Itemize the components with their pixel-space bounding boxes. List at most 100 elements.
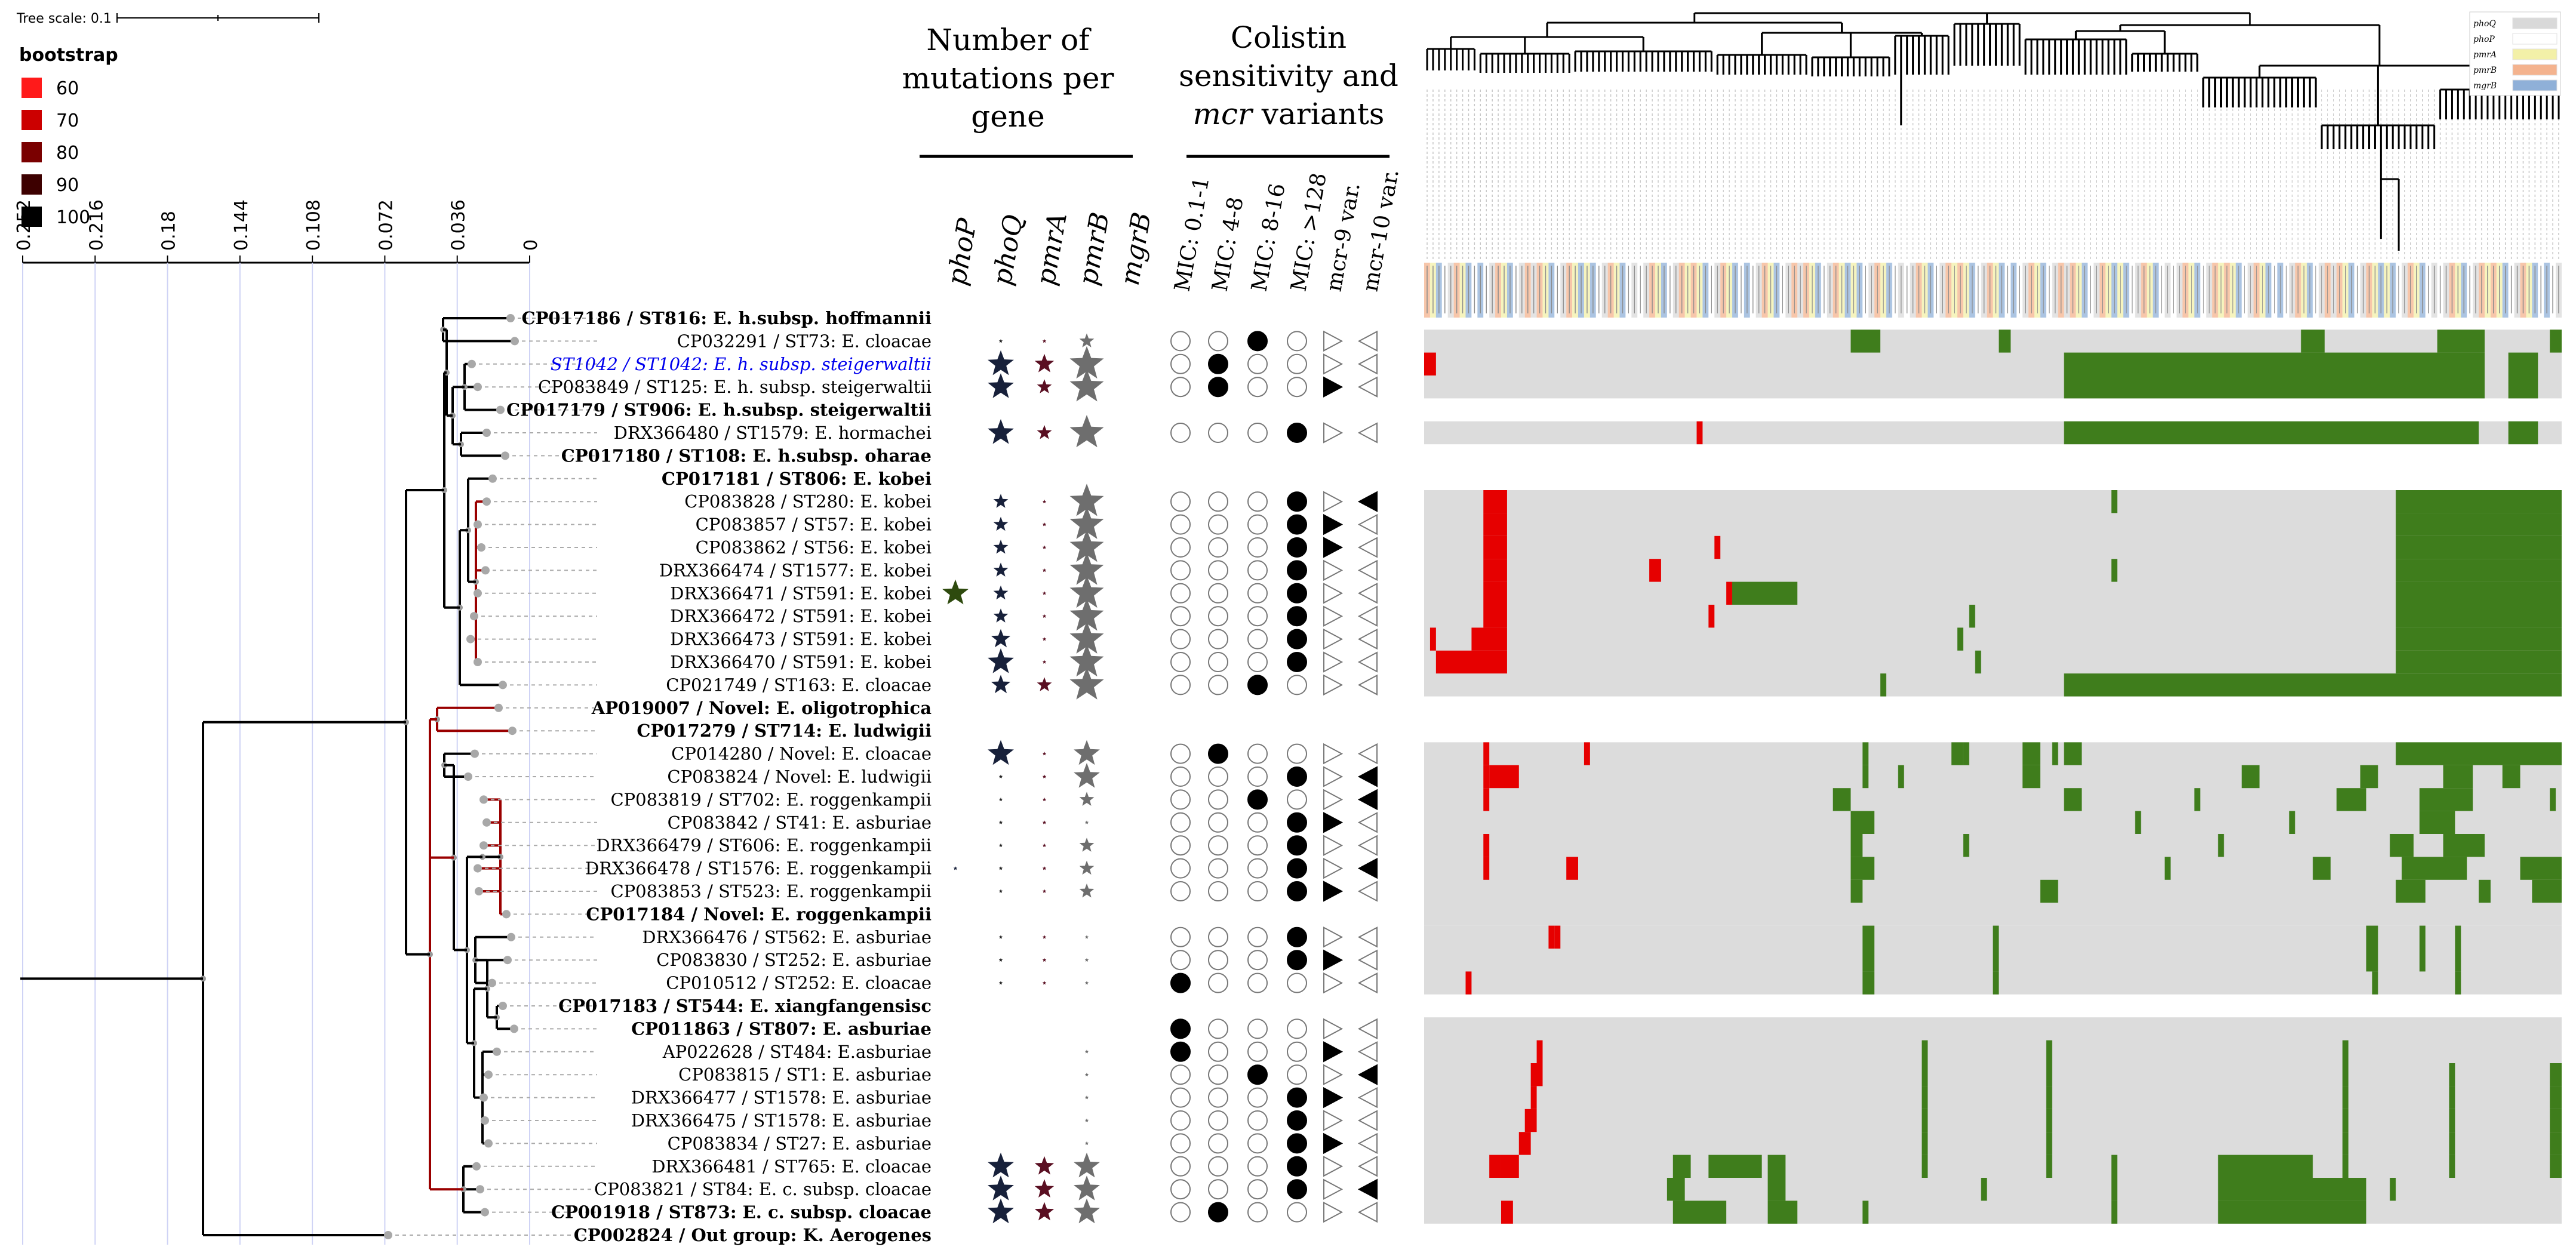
mic-circle — [1287, 767, 1307, 787]
heatmap-cell — [2372, 971, 2378, 995]
mutation-star — [993, 562, 1009, 577]
mic-circle — [1208, 1156, 1228, 1177]
heatmap-cell — [2396, 559, 2562, 582]
axis-tick-label: 0 — [521, 239, 542, 251]
taxon-label: DRX366475 / ST1578: E. asburiae — [631, 1110, 932, 1131]
heatmap-cell — [2419, 925, 2426, 949]
heatmap-cell — [2046, 1040, 2052, 1063]
heatmap-cell — [2040, 879, 2058, 903]
heatmap-cell — [1696, 421, 1703, 445]
tip-node — [464, 772, 472, 781]
mcr9-triangle — [1323, 513, 1344, 535]
heatmap-cell — [1673, 1155, 1691, 1178]
heatmap-cell — [1584, 742, 1590, 765]
taxon-label: AP022628 / ST484: E.asburiae — [662, 1042, 932, 1062]
mutation-star — [1084, 1095, 1089, 1100]
mutation-star — [1084, 1049, 1089, 1054]
heatmap-cell — [1524, 1109, 1537, 1132]
mic-column-label: MIC: 4-8 — [1207, 195, 1248, 294]
taxon-label: CP017180 / ST108: E. h.subsp. oharae — [561, 445, 932, 466]
mic-circle — [1247, 767, 1268, 787]
taxon-label: DRX366471 / ST591: E. kobei — [670, 583, 932, 604]
mic-circle — [1170, 514, 1191, 535]
heatmap-cell — [1501, 1155, 1519, 1178]
heatmap-cell — [1554, 925, 1561, 949]
tip-node — [475, 887, 483, 895]
heatmap-cell — [1922, 1155, 1928, 1178]
mic-circle — [1287, 1041, 1307, 1062]
mutation-star — [1042, 935, 1047, 939]
mic-circle — [1287, 950, 1307, 971]
gene-legend-swatch — [2512, 64, 2557, 76]
heatmap-cell — [2064, 421, 2479, 445]
heatmap-cell — [2396, 879, 2426, 903]
taxon-label: CP032291 / ST73: E. cloacae — [677, 331, 932, 351]
heatmap-cell — [2479, 879, 2491, 903]
mic-circle — [1247, 652, 1268, 672]
mutation-star — [993, 608, 1009, 623]
tree-scale-bar: Tree scale: 0.1 — [16, 11, 319, 26]
mic-circle — [1170, 1110, 1191, 1131]
mic-circle — [1247, 950, 1268, 971]
mcr10-triangle — [1357, 743, 1378, 765]
heatmap-cell — [1898, 765, 1904, 789]
mutation-star — [1084, 1118, 1089, 1122]
mcr10-triangle — [1357, 789, 1378, 811]
mcr10-triangle — [1357, 881, 1378, 902]
mcr9-triangle — [1323, 857, 1344, 879]
heatmap-cell — [2064, 742, 2082, 765]
mic-circle — [1247, 1041, 1268, 1062]
mic-circle — [1247, 423, 1268, 443]
heatmap-cell — [1483, 535, 1507, 559]
bootstrap-legend-title: bootstrap — [19, 45, 118, 66]
mic-column-label: MIC: 8-16 — [1247, 181, 1290, 293]
heatmap-cell — [1850, 811, 1875, 834]
gene-column-label: mgrB — [1115, 210, 1158, 288]
mcr10-triangle — [1357, 1178, 1378, 1200]
mic-circle — [1208, 423, 1228, 443]
heatmap-cell — [1993, 925, 1999, 949]
tip-node — [506, 314, 515, 322]
tip-node — [474, 864, 482, 873]
colistin-header-line-2: sensitivity and — [1179, 59, 1398, 93]
mutation-star — [1042, 338, 1047, 343]
mic-circle — [1208, 675, 1228, 695]
heatmap-cell — [2046, 1086, 2052, 1109]
mic-circle — [1247, 835, 1268, 856]
heatmap-cell — [2449, 1155, 2455, 1178]
mcr10-triangle — [1357, 1064, 1378, 1085]
heatmap-cell — [2390, 834, 2414, 857]
heatmap-cell — [2342, 1063, 2348, 1086]
mcr9-triangle — [1323, 1018, 1344, 1040]
heatmap-cell — [1922, 1040, 1928, 1063]
heatmap-cell — [2046, 1109, 2052, 1132]
mutation-star — [1037, 677, 1052, 691]
mic-circle — [1247, 629, 1268, 649]
mcr10-triangle — [1357, 1132, 1378, 1155]
mic-circle — [1287, 1202, 1307, 1223]
mutation-star — [1084, 981, 1089, 985]
mic-circle — [1287, 1087, 1307, 1108]
mic-circle — [1287, 583, 1307, 604]
heatmap-cell — [2064, 375, 2485, 399]
tip-node — [481, 566, 490, 575]
mic-circle — [1287, 1133, 1307, 1154]
mcr10-triangle — [1357, 1041, 1378, 1063]
colistin-header-line-1: Colistin — [1231, 20, 1347, 55]
mic-circle — [1208, 1202, 1228, 1223]
mic-circle — [1170, 423, 1191, 443]
tip-node — [482, 818, 491, 827]
mic-circle — [1170, 1133, 1191, 1154]
heatmap-cell — [1548, 925, 1555, 949]
taxon-label: CP083857 / ST57: E. kobei — [696, 515, 932, 535]
mcr10-triangle — [1357, 949, 1378, 971]
gene-column-label: pmrA — [1031, 210, 1074, 288]
heatmap-cell — [2342, 1132, 2348, 1155]
heatmap-cell — [2242, 765, 2260, 789]
tip-node — [493, 1047, 501, 1056]
tip-node — [479, 1093, 488, 1102]
mcr10-triangle — [1357, 559, 1378, 581]
mutation-star — [1079, 333, 1095, 347]
heatmap-cell — [2360, 765, 2378, 789]
heatmap-cell — [1673, 1200, 1727, 1224]
